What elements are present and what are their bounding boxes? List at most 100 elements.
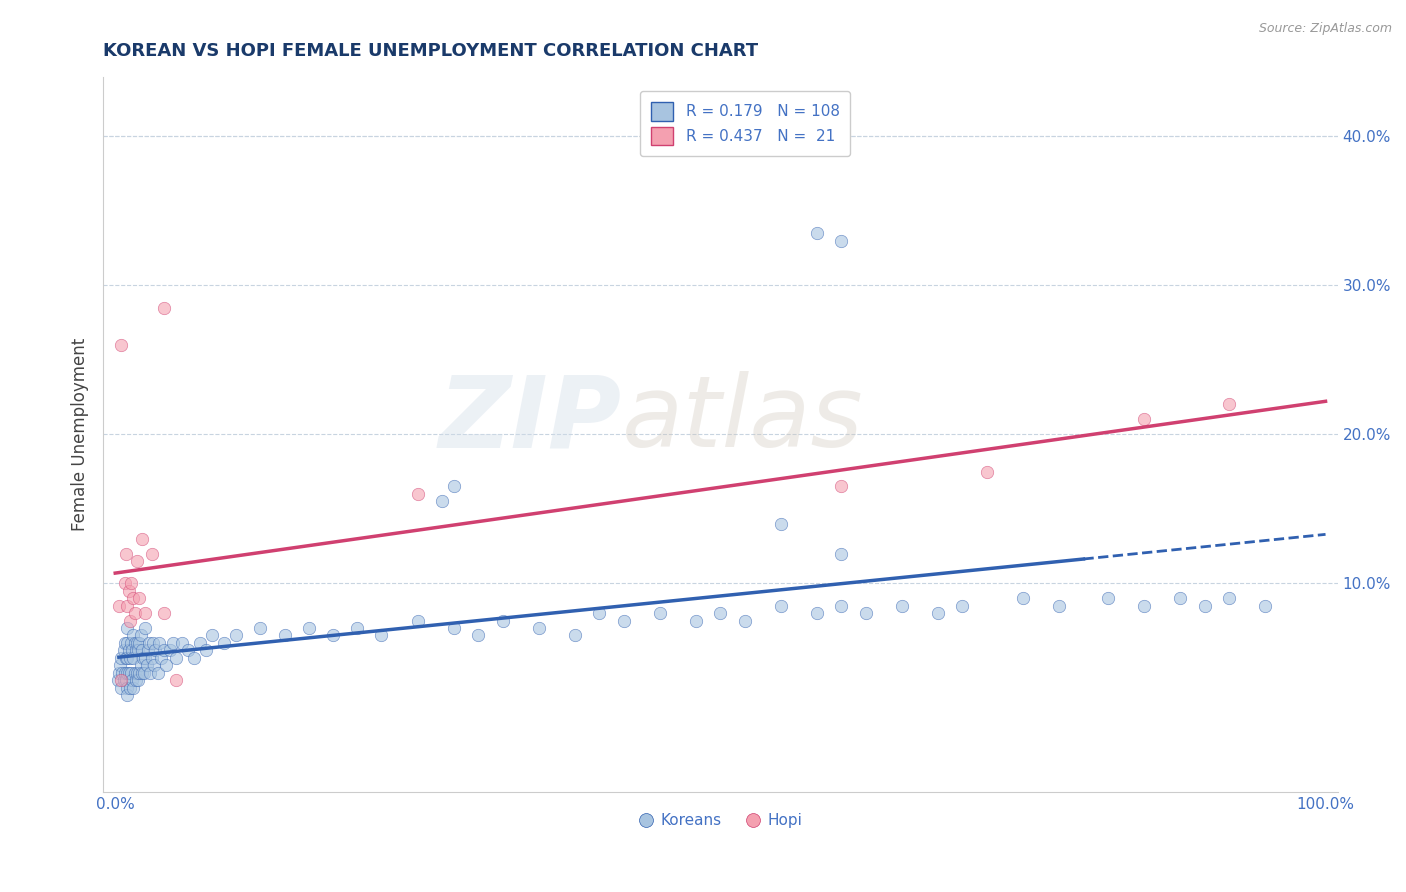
Point xyxy=(1218,591,1240,606)
Point xyxy=(134,606,156,620)
Point xyxy=(120,576,142,591)
Text: atlas: atlas xyxy=(621,371,863,468)
Point xyxy=(142,636,165,650)
Point xyxy=(298,621,321,635)
Point xyxy=(146,665,169,680)
Point xyxy=(107,673,129,688)
Point xyxy=(1194,599,1216,613)
Point xyxy=(128,665,150,680)
Point xyxy=(117,621,139,635)
Point xyxy=(406,614,429,628)
Point xyxy=(1254,599,1277,613)
Point xyxy=(830,547,852,561)
Point xyxy=(830,479,852,493)
Point xyxy=(443,621,465,635)
Point xyxy=(117,681,139,695)
Point xyxy=(127,673,149,688)
Point xyxy=(152,301,174,315)
Point xyxy=(143,643,166,657)
Point xyxy=(612,614,634,628)
Point xyxy=(110,673,132,688)
Point xyxy=(122,681,145,695)
Point xyxy=(195,643,218,657)
Point xyxy=(114,636,136,650)
Point xyxy=(122,628,145,642)
Point xyxy=(148,636,170,650)
Legend: Koreans, Hopi: Koreans, Hopi xyxy=(631,807,808,834)
Point xyxy=(108,665,131,680)
Point xyxy=(162,636,184,650)
Point xyxy=(114,576,136,591)
Point xyxy=(152,643,174,657)
Point xyxy=(117,650,139,665)
Y-axis label: Female Unemployment: Female Unemployment xyxy=(72,338,89,531)
Point xyxy=(108,599,131,613)
Point xyxy=(370,628,392,642)
Point xyxy=(143,658,166,673)
Point xyxy=(588,606,610,620)
Point xyxy=(273,628,295,642)
Point xyxy=(136,643,159,657)
Point xyxy=(120,636,142,650)
Point xyxy=(129,628,152,642)
Point xyxy=(118,681,141,695)
Point xyxy=(830,234,852,248)
Point xyxy=(115,547,138,561)
Point xyxy=(527,621,550,635)
Point xyxy=(131,643,153,657)
Point xyxy=(127,643,149,657)
Point xyxy=(443,479,465,493)
Point xyxy=(125,673,148,688)
Point xyxy=(112,673,135,688)
Point xyxy=(322,628,344,642)
Point xyxy=(1012,591,1035,606)
Point xyxy=(1097,591,1119,606)
Point xyxy=(564,628,586,642)
Point xyxy=(129,658,152,673)
Point xyxy=(648,606,671,620)
Point xyxy=(1168,591,1191,606)
Point xyxy=(134,650,156,665)
Point xyxy=(467,628,489,642)
Point xyxy=(117,665,139,680)
Point xyxy=(128,636,150,650)
Point xyxy=(115,673,138,688)
Point xyxy=(110,650,132,665)
Point xyxy=(117,599,139,613)
Point xyxy=(122,591,145,606)
Point xyxy=(121,643,143,657)
Point xyxy=(115,650,138,665)
Point xyxy=(150,650,173,665)
Point xyxy=(769,599,792,613)
Point xyxy=(134,665,156,680)
Point xyxy=(141,547,163,561)
Point xyxy=(138,636,160,650)
Point xyxy=(165,650,187,665)
Point xyxy=(118,614,141,628)
Point xyxy=(249,621,271,635)
Point xyxy=(1047,599,1070,613)
Point xyxy=(170,636,193,650)
Point xyxy=(177,643,200,657)
Point xyxy=(159,643,181,657)
Point xyxy=(188,636,211,650)
Point xyxy=(117,636,139,650)
Point xyxy=(709,606,731,620)
Point xyxy=(124,665,146,680)
Point xyxy=(121,673,143,688)
Point xyxy=(120,665,142,680)
Point xyxy=(112,643,135,657)
Point xyxy=(125,554,148,568)
Point xyxy=(117,665,139,680)
Point xyxy=(110,338,132,352)
Point xyxy=(183,650,205,665)
Point xyxy=(122,650,145,665)
Point xyxy=(406,487,429,501)
Point xyxy=(125,665,148,680)
Point xyxy=(890,599,912,613)
Point xyxy=(491,614,513,628)
Point xyxy=(165,673,187,688)
Point xyxy=(114,665,136,680)
Point xyxy=(952,599,974,613)
Point xyxy=(131,665,153,680)
